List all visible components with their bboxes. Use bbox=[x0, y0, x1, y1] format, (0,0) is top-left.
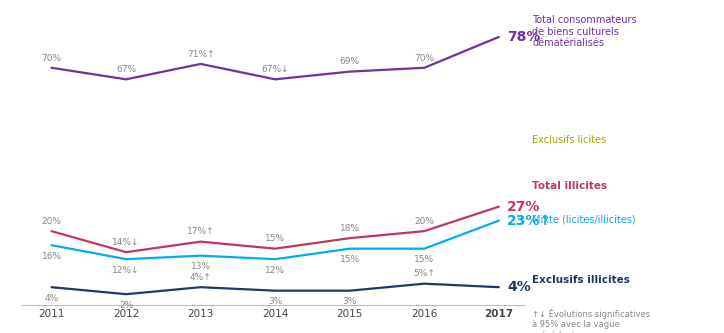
Text: 5%↑: 5%↑ bbox=[413, 269, 435, 278]
Text: 50%: 50% bbox=[0, 332, 1, 333]
Text: 3%: 3% bbox=[342, 297, 357, 306]
Text: 70%: 70% bbox=[414, 54, 434, 63]
Text: 12%: 12% bbox=[265, 266, 285, 275]
Text: 67%↓: 67%↓ bbox=[261, 65, 289, 74]
Text: 15%: 15% bbox=[414, 255, 434, 264]
Text: 20%: 20% bbox=[414, 217, 434, 226]
Text: 70%: 70% bbox=[41, 54, 62, 63]
Text: 71%↑: 71%↑ bbox=[187, 50, 214, 59]
Text: Total illicites: Total illicites bbox=[532, 181, 607, 191]
Text: 78%: 78% bbox=[507, 30, 541, 44]
Text: 15%: 15% bbox=[265, 234, 285, 243]
Text: 13%: 13% bbox=[190, 262, 211, 271]
Text: 12%↓: 12%↓ bbox=[112, 266, 140, 275]
Text: 69%: 69% bbox=[340, 57, 360, 66]
Text: 4%: 4% bbox=[44, 294, 59, 303]
Text: ↑↓ Évolutions significatives
à 95% avec la vague
précédente: ↑↓ Évolutions significatives à 95% avec … bbox=[532, 308, 650, 333]
Text: Exclusifs licites: Exclusifs licites bbox=[532, 135, 607, 145]
Text: 20%: 20% bbox=[41, 217, 62, 226]
Text: 18%: 18% bbox=[340, 224, 360, 233]
Text: 27%: 27% bbox=[507, 200, 541, 214]
Text: 2%: 2% bbox=[119, 301, 133, 310]
Text: 17%↑: 17%↑ bbox=[187, 227, 214, 236]
Text: 67%: 67% bbox=[116, 65, 136, 74]
Text: 54%: 54% bbox=[0, 332, 1, 333]
Text: 14%↓: 14%↓ bbox=[112, 238, 140, 247]
Text: 53%: 53% bbox=[0, 332, 1, 333]
Text: 15%: 15% bbox=[340, 255, 360, 264]
Text: Mixte (licites/illicites): Mixte (licites/illicites) bbox=[532, 215, 636, 225]
Text: 3%: 3% bbox=[268, 297, 282, 306]
Text: 16%: 16% bbox=[41, 252, 62, 261]
Text: 23%↑: 23%↑ bbox=[507, 214, 552, 228]
Text: 52%: 52% bbox=[0, 332, 1, 333]
Text: Total consommateurs
de biens culturels
dématérialisés: Total consommateurs de biens culturels d… bbox=[532, 15, 637, 48]
Text: Exclusifs illicites: Exclusifs illicites bbox=[532, 275, 630, 285]
Text: 50%: 50% bbox=[0, 332, 1, 333]
Text: 51%: 51% bbox=[0, 332, 1, 333]
Text: 4%↑: 4%↑ bbox=[190, 273, 211, 282]
Text: 4%: 4% bbox=[507, 280, 531, 294]
Text: 50%↑: 50%↑ bbox=[0, 332, 1, 333]
